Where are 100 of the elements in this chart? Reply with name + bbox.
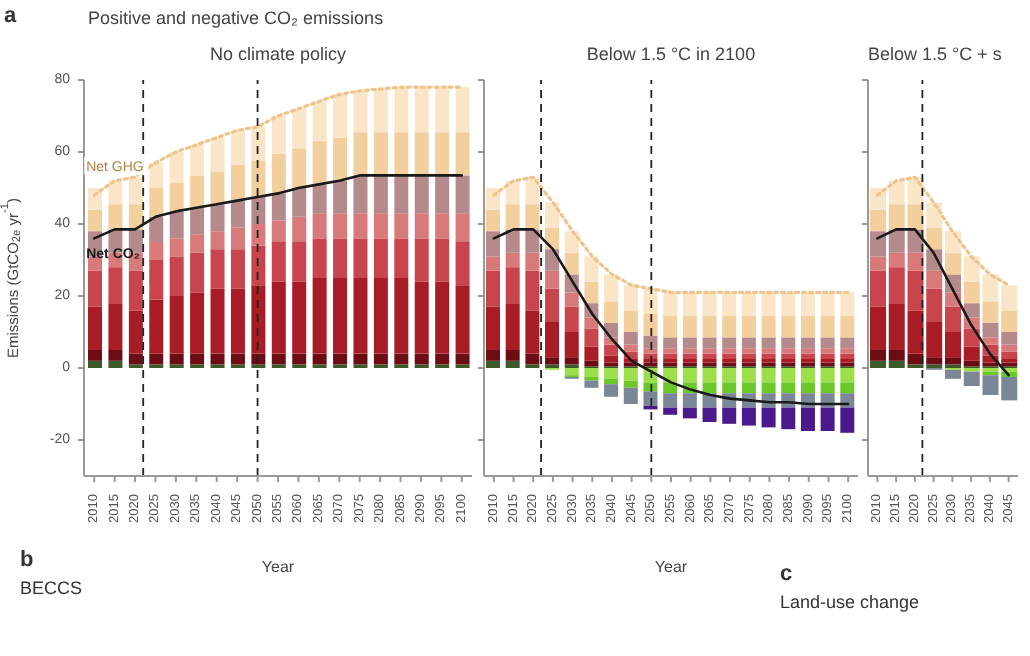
bar <box>373 213 388 239</box>
bar <box>88 360 102 368</box>
bar <box>663 348 678 354</box>
bar <box>333 353 348 365</box>
bar <box>312 101 327 142</box>
bar <box>128 177 143 205</box>
bar <box>623 380 638 388</box>
bar <box>604 355 619 363</box>
bar <box>190 175 205 208</box>
bar <box>682 337 697 349</box>
bar <box>435 175 450 214</box>
bar <box>840 407 855 433</box>
bar <box>169 353 184 365</box>
bar <box>663 393 678 408</box>
bar <box>373 238 388 278</box>
bar <box>840 382 855 394</box>
bar <box>353 238 368 278</box>
bar <box>373 278 388 354</box>
bar <box>840 337 855 349</box>
bar <box>741 337 756 349</box>
bar <box>800 407 815 431</box>
bar <box>251 285 266 354</box>
bar <box>210 353 225 365</box>
bar <box>525 353 540 365</box>
bar <box>761 337 776 349</box>
bar <box>564 292 579 307</box>
bar <box>741 353 756 359</box>
bar <box>353 353 368 365</box>
bar <box>1001 344 1018 352</box>
chart-title: Below 1.5 °C in 2100 <box>584 44 758 64</box>
bar <box>663 337 678 349</box>
bar <box>333 137 348 181</box>
bar <box>722 382 737 394</box>
bar <box>525 310 540 354</box>
bar <box>722 353 737 359</box>
bar <box>505 204 520 230</box>
bar <box>840 315 855 338</box>
bar <box>761 315 776 338</box>
text: b <box>20 548 34 572</box>
bar <box>840 393 855 408</box>
bar <box>702 353 717 359</box>
bar <box>353 132 368 176</box>
bar <box>435 353 450 365</box>
bar <box>312 238 327 278</box>
bar <box>525 204 540 230</box>
bar <box>682 353 697 359</box>
bar <box>455 242 470 286</box>
bar <box>682 315 697 338</box>
bar <box>149 353 164 365</box>
bar <box>741 407 756 426</box>
bar <box>373 132 388 176</box>
bar <box>486 360 500 368</box>
bar <box>505 252 520 268</box>
bar <box>505 350 520 361</box>
bar <box>945 252 961 275</box>
bar <box>486 188 500 210</box>
bar <box>149 299 164 354</box>
bar <box>292 148 307 188</box>
bar <box>505 267 520 304</box>
bar <box>604 344 619 356</box>
bar <box>564 306 579 332</box>
bar <box>525 252 540 271</box>
bar <box>251 224 266 246</box>
bar <box>663 353 678 359</box>
bar <box>210 231 225 250</box>
bar <box>190 292 205 354</box>
bar <box>435 213 450 239</box>
bar <box>486 256 500 271</box>
bar <box>584 346 599 361</box>
bar <box>741 382 756 394</box>
bar <box>722 337 737 349</box>
bar <box>230 353 245 365</box>
x-axis-title: Year <box>654 558 688 576</box>
bar <box>741 315 756 338</box>
bar <box>373 89 388 133</box>
bar <box>486 350 500 361</box>
bar <box>820 382 835 394</box>
bar <box>761 292 776 316</box>
bar <box>663 292 678 316</box>
bar <box>414 238 429 282</box>
bar <box>722 348 737 354</box>
bar <box>722 407 737 424</box>
bar <box>584 328 599 347</box>
bar <box>414 281 429 354</box>
bar <box>88 350 102 361</box>
bar <box>820 407 835 431</box>
bar <box>623 285 638 311</box>
chart-subtitle: No climate policy <box>207 44 349 64</box>
bar <box>781 292 796 316</box>
bar <box>741 292 756 316</box>
bar <box>251 197 266 224</box>
bar <box>394 353 409 365</box>
bar <box>271 153 286 194</box>
bar <box>820 315 835 338</box>
bar <box>820 353 835 359</box>
bar <box>505 303 520 350</box>
bar <box>722 292 737 316</box>
bar <box>800 337 815 349</box>
bar <box>394 278 409 354</box>
bar <box>643 348 658 354</box>
